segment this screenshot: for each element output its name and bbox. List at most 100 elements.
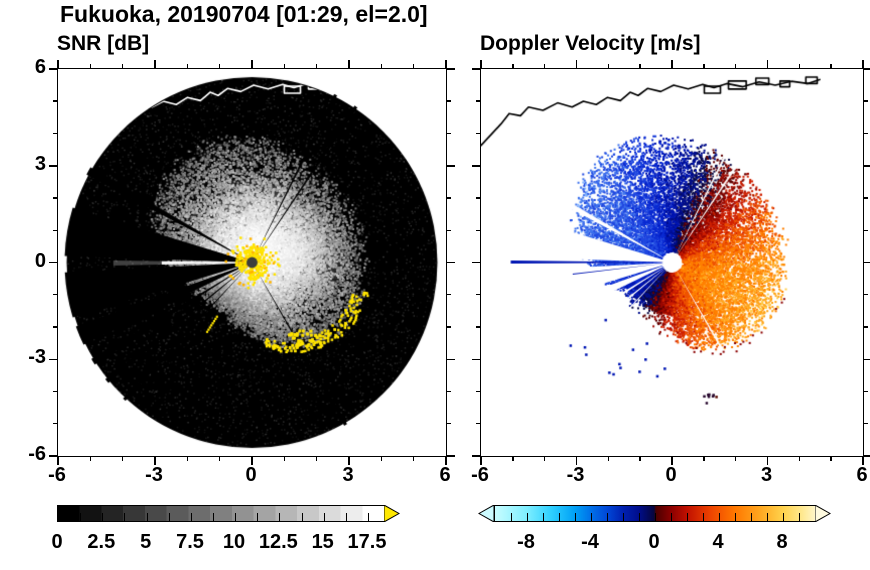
colorbar-label: 8	[776, 531, 787, 554]
velocity-panel-title: Doppler Velocity [m/s]	[480, 32, 701, 56]
colorbar-tick	[257, 513, 258, 521]
axis-tick	[863, 230, 868, 232]
colorbar-tick	[607, 513, 608, 521]
colorbar-label: -4	[581, 531, 599, 554]
colorbar-label: 17.5	[348, 531, 387, 554]
axis-tick	[446, 294, 451, 296]
axis-tick	[49, 165, 58, 167]
axis-tick	[53, 197, 58, 199]
y-tick-label: 6	[35, 56, 46, 79]
colorbar-tick	[639, 513, 640, 521]
colorbar-tick	[591, 513, 592, 521]
axis-tick	[446, 133, 451, 135]
colorbar-label: -8	[517, 531, 535, 554]
axis-tick	[284, 64, 286, 69]
colorbar-tick	[735, 513, 736, 521]
axis-tick	[446, 359, 455, 361]
axis-tick	[639, 64, 641, 69]
axis-tick	[446, 391, 451, 393]
velocity-x-axis-labels: -6 -3 0 3 6	[480, 464, 862, 490]
axis-tick	[251, 60, 253, 69]
colorbar-tick	[687, 513, 688, 521]
colorbar-tick	[767, 513, 768, 521]
snr-ppi-plot	[57, 68, 447, 457]
axis-tick	[512, 64, 514, 69]
axis-tick	[863, 133, 868, 135]
axis-tick	[476, 230, 481, 232]
colorbar-tick	[346, 513, 347, 521]
velocity-ppi-canvas	[481, 69, 863, 456]
axis-tick	[544, 64, 546, 69]
colorbar-label: 7.5	[176, 531, 204, 554]
axis-tick	[830, 456, 832, 461]
axis-tick	[476, 423, 481, 425]
velocity-colorbar-labels: -8 -4 0 4 8	[494, 531, 814, 559]
snr-panel-title: SNR [dB]	[57, 32, 149, 56]
velocity-colorbar-under-arrow-icon	[478, 505, 494, 522]
axis-tick	[863, 391, 868, 393]
x-tick-label: -6	[471, 464, 489, 487]
colorbar-label: 2.5	[87, 531, 115, 554]
axis-tick	[49, 262, 58, 264]
axis-tick	[671, 60, 673, 69]
axis-tick	[830, 64, 832, 69]
x-tick-label: 3	[761, 464, 772, 487]
velocity-colorbar-over-arrow-icon	[815, 505, 831, 522]
axis-tick	[863, 165, 870, 167]
axis-tick	[446, 326, 451, 328]
colorbar-tick	[235, 513, 236, 521]
x-tick-label: -3	[145, 464, 163, 487]
axis-tick	[476, 294, 481, 296]
colorbar-tick	[368, 513, 369, 521]
axis-tick	[472, 262, 481, 264]
axis-tick	[49, 455, 58, 457]
x-tick-label: 0	[665, 464, 676, 487]
axis-tick	[122, 64, 124, 69]
colorbar-label: 15	[312, 531, 334, 554]
axis-tick	[863, 294, 868, 296]
axis-tick	[90, 64, 92, 69]
colorbar-tick	[169, 513, 170, 521]
axis-tick	[472, 68, 481, 70]
axis-tick	[49, 68, 58, 70]
y-tick-label: 0	[35, 250, 46, 273]
axis-tick	[512, 456, 514, 461]
snr-ppi-canvas	[58, 69, 446, 456]
axis-tick	[863, 455, 870, 457]
colorbar-tick	[102, 513, 103, 521]
axis-tick	[316, 456, 318, 461]
axis-tick	[863, 359, 870, 361]
axis-tick	[608, 456, 610, 461]
axis-tick	[446, 423, 451, 425]
axis-tick	[476, 326, 481, 328]
colorbar-tick	[559, 513, 560, 521]
axis-tick	[53, 326, 58, 328]
axis-tick	[49, 359, 58, 361]
colorbar-tick	[623, 513, 624, 521]
axis-tick	[446, 165, 455, 167]
colorbar-tick	[783, 513, 784, 521]
colorbar-tick	[527, 513, 528, 521]
axis-tick	[703, 64, 705, 69]
axis-tick	[472, 455, 481, 457]
velocity-ppi-plot	[480, 68, 864, 457]
axis-tick	[863, 68, 870, 70]
axis-tick	[862, 60, 864, 69]
axis-tick	[154, 60, 156, 69]
axis-tick	[53, 423, 58, 425]
snr-colorbar-labels: 0 2.5 5 7.5 10 12.5 15 17.5	[57, 531, 383, 559]
axis-tick	[219, 456, 221, 461]
y-tick-label: -6	[28, 443, 46, 466]
axis-tick	[703, 456, 705, 461]
axis-tick	[799, 456, 801, 461]
axis-tick	[413, 64, 415, 69]
colorbar-label: 4	[712, 531, 723, 554]
colorbar-tick	[671, 513, 672, 521]
axis-tick	[799, 64, 801, 69]
axis-tick	[53, 391, 58, 393]
axis-tick	[863, 100, 868, 102]
axis-tick	[863, 262, 870, 264]
axis-tick	[608, 64, 610, 69]
axis-tick	[735, 64, 737, 69]
x-tick-label: 3	[342, 464, 353, 487]
